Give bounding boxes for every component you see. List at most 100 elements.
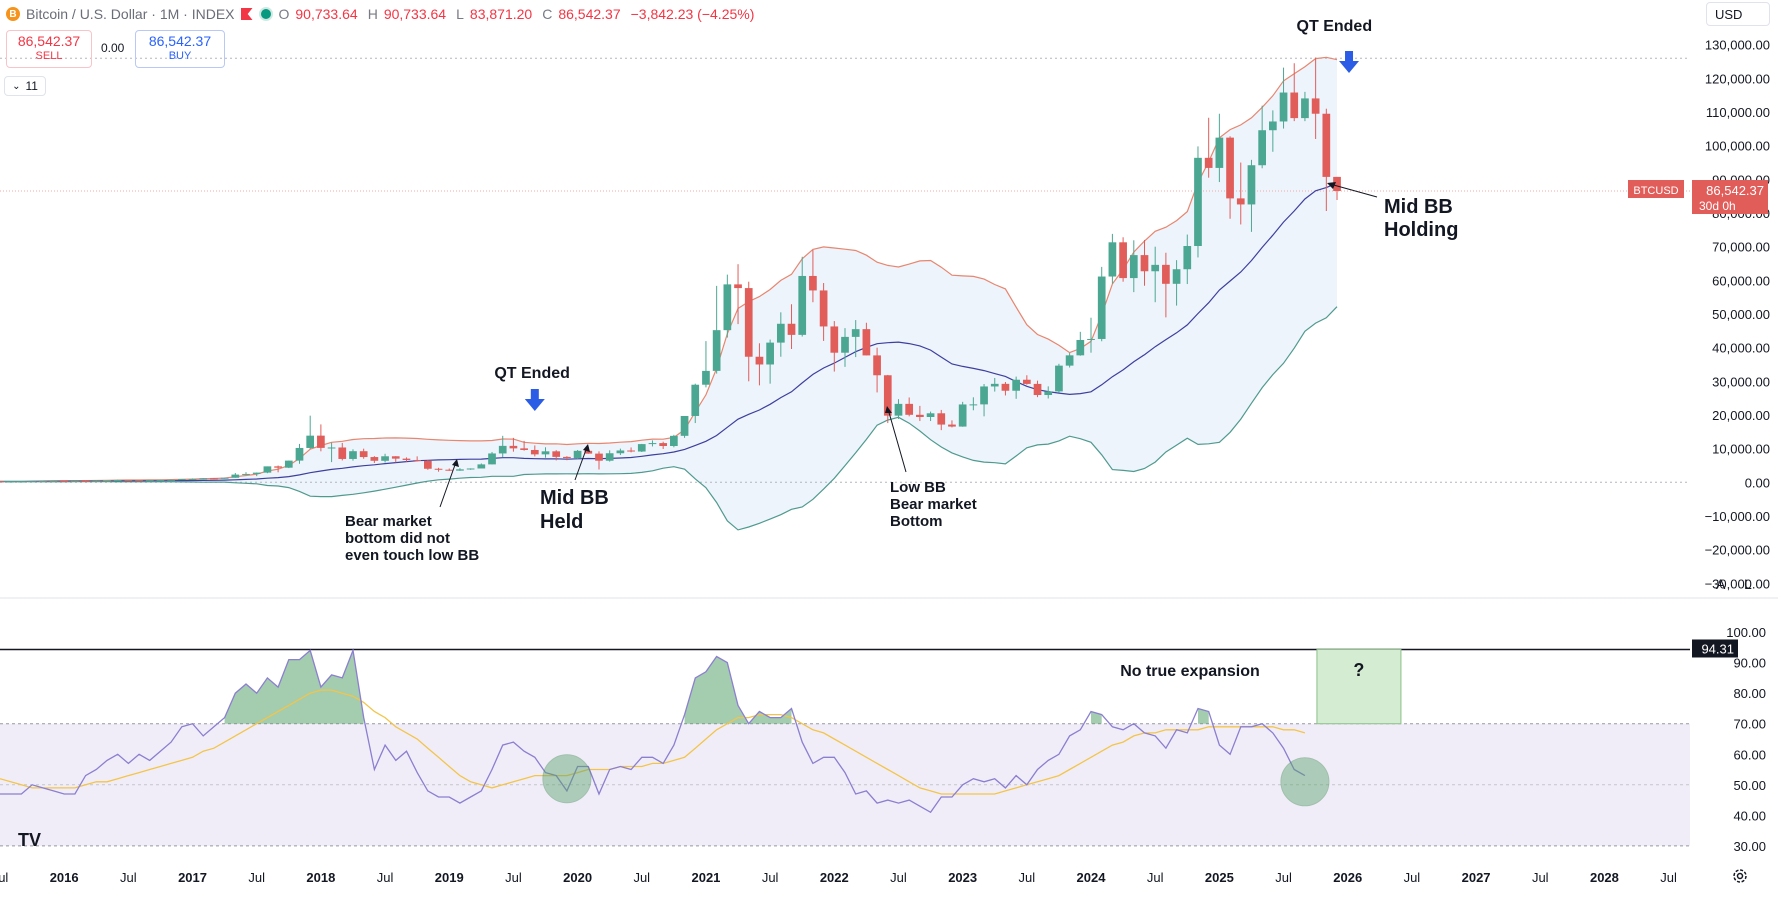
price-axis-tick: 20,000.00	[1712, 408, 1770, 423]
price-tag-countdown: 30d 0h	[1699, 199, 1736, 213]
gear-icon[interactable]	[1732, 868, 1748, 884]
candle-body	[284, 460, 293, 468]
rsi-line	[0, 647, 1306, 814]
candle-body	[1172, 269, 1181, 284]
candle-body	[81, 480, 90, 482]
spread-value: 0.00	[101, 41, 125, 55]
rsi-axis-tick: 50.00	[1733, 778, 1766, 793]
sell-button[interactable]: 86,542.37 SELL	[6, 30, 92, 68]
candle-body	[177, 479, 186, 481]
symbol-tag	[1628, 180, 1684, 199]
auto-scale-button[interactable]: A	[1716, 576, 1726, 592]
rsi-overbought-fill	[1091, 711, 1102, 724]
buy-button[interactable]: 86,542.37 BUY	[135, 30, 225, 68]
candle-body	[28, 481, 36, 483]
rsi-pane[interactable]	[0, 647, 1690, 847]
candle-body	[616, 450, 625, 454]
candle-body	[776, 323, 785, 343]
candle-body	[552, 451, 561, 457]
time-axis-tick: Jul	[1147, 870, 1164, 885]
candle-body	[445, 469, 454, 471]
candle-body	[830, 326, 839, 353]
candle-body	[1129, 255, 1138, 279]
candle-body	[627, 450, 635, 452]
candle-body	[883, 375, 892, 416]
price-axis-tick: 0.00	[1745, 475, 1770, 490]
low-label: L	[456, 6, 464, 22]
candle-body	[103, 480, 111, 482]
candle-body	[723, 284, 732, 331]
market-status-icon	[258, 7, 273, 21]
candle-body	[295, 447, 304, 461]
candlesticks[interactable]	[0, 57, 1341, 483]
candle-body	[509, 445, 518, 449]
currency-selector[interactable]: USD	[1706, 2, 1770, 26]
time-axis-tick: Jul	[1660, 870, 1677, 885]
annotation-low-bb-bottom: Bear market	[890, 496, 977, 513]
buy-label: BUY	[168, 50, 192, 62]
candle-body	[916, 414, 924, 417]
bb-lower-line	[0, 306, 1338, 531]
candle-body	[851, 329, 860, 337]
indicators-toggle[interactable]: ⌄ 11	[4, 76, 46, 96]
price-axis-tick: 70,000.00	[1712, 240, 1770, 255]
rsi-axis-tick: 30.00	[1733, 839, 1766, 854]
change-value: −3,842.23 (−4.25%)	[630, 6, 755, 22]
candle-body	[1140, 255, 1149, 272]
candle-body	[71, 480, 79, 482]
annotation-mid-bb-held: Held	[540, 511, 583, 533]
axes[interactable]: 130,000.00 120,000.00 110,000.00 100,000.00…	[0, 38, 1770, 885]
candle-body	[1076, 339, 1085, 356]
sell-label: SELL	[35, 50, 63, 62]
annotation-bear-market-low-bb: bottom did not	[345, 530, 450, 547]
candle-body	[17, 481, 26, 483]
candle-body	[1055, 365, 1063, 392]
time-axis-tick: 2022	[820, 870, 849, 885]
candle-body	[188, 479, 197, 481]
candle-body	[766, 342, 774, 365]
candle-body	[905, 403, 914, 415]
candle-body	[466, 468, 475, 470]
candle-body	[220, 477, 229, 479]
symbol-title[interactable]: Bitcoin / U.S. Dollar · 1M · INDEX	[26, 6, 235, 22]
candle-body	[659, 443, 668, 447]
candle-body	[317, 435, 325, 448]
candle-body	[1044, 391, 1053, 396]
candle-body	[680, 415, 689, 436]
chevron-down-icon: ⌄	[12, 80, 21, 92]
annotation-qt-ended-2019: QT Ended	[494, 365, 570, 382]
candle-body	[1322, 113, 1331, 177]
candle-body	[423, 460, 432, 469]
candle-body	[456, 469, 464, 471]
candle-body	[1333, 176, 1341, 192]
bitcoin-logo-icon: B	[6, 7, 20, 21]
candle-body	[263, 466, 272, 473]
candle-body	[327, 447, 336, 449]
annotation-pointer	[574, 446, 588, 481]
price-tag	[1692, 180, 1768, 215]
candle-body	[1183, 246, 1192, 270]
candle-body	[734, 284, 742, 289]
candle-body	[958, 404, 967, 427]
candle-body	[969, 404, 978, 406]
time-axis-tick: Jul	[248, 870, 265, 885]
candle-body	[231, 474, 240, 478]
rsi-overbought-fill	[1198, 708, 1209, 724]
time-axis-tick: 2028	[1590, 870, 1619, 885]
flag-icon[interactable]	[240, 8, 253, 20]
candle-body	[702, 370, 710, 385]
price-axis-tick: 60,000.00	[1712, 273, 1770, 288]
time-axis-tick: 2017	[178, 870, 207, 885]
candle-body	[1151, 264, 1160, 272]
log-scale-button[interactable]: L	[1744, 576, 1752, 592]
candle-body	[744, 288, 753, 357]
candle-body	[113, 480, 122, 482]
price-axis-tick: 110,000.00	[1706, 105, 1770, 120]
time-axis-tick: 2027	[1462, 870, 1491, 885]
candle-body	[1226, 137, 1234, 199]
close-label: C	[542, 6, 553, 22]
time-axis-tick: Jul	[505, 870, 522, 885]
candle-body	[359, 451, 368, 458]
